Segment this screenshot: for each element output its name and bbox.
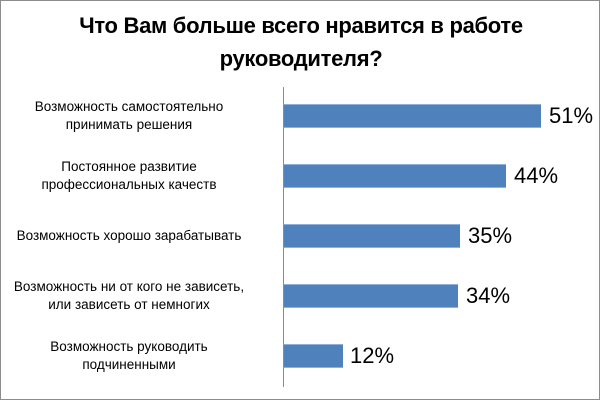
chart-title-line-2: руководителя? [219,46,383,71]
category-label: Возможность самостоятельно принимать реш… [0,98,269,134]
category-label: Возможность хорошо зарабатывать [0,227,269,245]
category-axis [283,87,284,387]
category-label-line: Возможность руководить [50,339,208,354]
category-label-line: принимать решения [65,117,193,132]
chart-title-line-1: Что Вам больше всего нравится в работе [79,13,523,38]
category-label-line: профессиональных качеств [41,177,217,192]
bar [284,344,343,368]
category-label: Постоянное развитие профессиональных кач… [0,158,269,194]
category-label-line: подчиненными [82,357,176,372]
data-label: 51% [549,103,594,128]
data-label: 35% [468,223,513,248]
data-label: 44% [514,163,559,188]
data-label: 34% [466,283,511,308]
chart-title: Что Вам больше всего нравится в работе р… [41,9,561,75]
bar [284,164,506,188]
bar [284,284,458,308]
category-label-line: Возможность самостоятельно [34,99,224,114]
bar [284,104,541,128]
category-label: Возможность ни от кого не зависеть, или … [0,278,269,314]
category-label-line: Возможность ни от кого не зависеть, [13,279,245,294]
category-label: Возможность руководить подчиненными [0,338,269,374]
category-label-line: Постоянное развитие [61,159,197,174]
data-label: 12% [350,343,395,368]
category-label-line: или зависеть от немногих [48,297,210,312]
category-label-line: Возможность хорошо зарабатывать [16,228,242,243]
bar [284,224,460,248]
